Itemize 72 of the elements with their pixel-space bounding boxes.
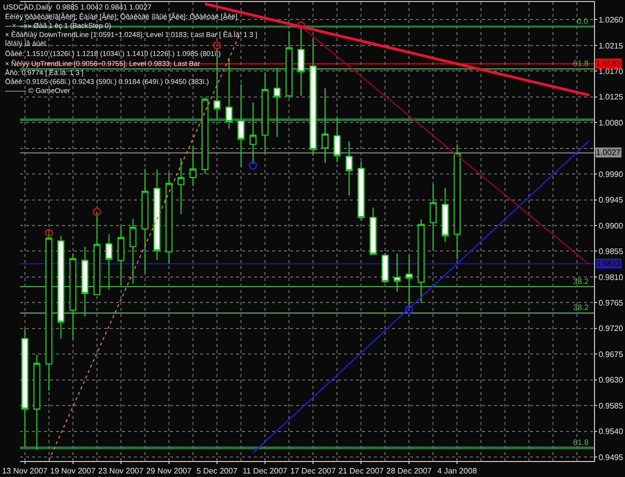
candlestick <box>430 183 437 251</box>
y-tick-label: 1.0080 <box>598 118 624 128</box>
annotation: 61.8 <box>573 438 590 447</box>
y-tick-label: 0.9720 <box>598 324 624 334</box>
x-tick-label: 21 Dec 2007 <box>338 466 384 476</box>
ref-line-label: 1.0027 <box>596 148 622 157</box>
y-tick-label: 1.0170 <box>598 66 624 76</box>
candlestick <box>262 72 268 154</box>
candlestick <box>382 252 388 284</box>
y-tick-label: 0.9675 <box>598 350 624 359</box>
x-tick-label: 4 Jan 2008 <box>437 466 478 476</box>
candlestick <box>69 253 76 340</box>
point <box>212 41 222 50</box>
y-tick-label: 0.9630 <box>598 376 624 385</box>
annotation: 38.2 <box>573 277 590 286</box>
candlestick <box>358 160 364 221</box>
candlestick <box>334 116 340 163</box>
candlestick <box>189 144 196 187</box>
candlestick <box>129 218 136 284</box>
candlestick <box>442 187 449 243</box>
y-tick-label: 0.9585 <box>598 401 624 410</box>
candlestick <box>117 226 124 286</box>
x-tick-label: 23 Nov 2007 <box>98 466 144 476</box>
point <box>296 21 306 30</box>
ref-line-label: 1.0183 <box>596 59 622 68</box>
candlestick <box>33 354 40 451</box>
candlestick <box>274 67 280 138</box>
candlestick <box>105 234 112 290</box>
x-tick-label: 19 Nov 2007 <box>50 466 96 476</box>
y-tick-label: 0.9810 <box>598 272 624 282</box>
candlestick <box>21 328 28 448</box>
candlestick <box>177 158 184 215</box>
x-tick-label: 5 Dec 2007 <box>196 466 238 476</box>
candlestick <box>322 88 328 164</box>
candlestick <box>370 207 376 256</box>
y-tick-label: 0.9540 <box>598 427 624 436</box>
x-tick-label: 28 Dec 2007 <box>386 466 432 476</box>
y-tick-label: 1.0125 <box>598 92 624 102</box>
candlestick <box>454 144 461 260</box>
y-tick-label: 0.9765 <box>598 298 624 308</box>
candlestick <box>310 38 316 156</box>
candlestick <box>81 246 88 317</box>
candlestick <box>346 140 352 196</box>
ref-line-label: 0.9833 <box>596 259 622 268</box>
candlestick <box>153 168 160 260</box>
candlestick <box>201 96 208 174</box>
y-tick-label: 0.9900 <box>598 221 624 230</box>
y-tick-label: 0.9990 <box>598 170 624 179</box>
candlestick <box>394 253 400 292</box>
candlestick <box>238 84 244 168</box>
candlestick <box>165 172 172 264</box>
point <box>248 161 258 170</box>
line-series <box>252 140 590 454</box>
y-tick-label: 0.9495 <box>598 452 624 462</box>
point <box>44 228 53 238</box>
candlestick <box>418 218 425 304</box>
y-tick-label: 1.0260 <box>598 16 624 25</box>
x-tick-label: 29 Nov 2007 <box>146 466 192 476</box>
candlestick <box>141 168 148 274</box>
y-tick-label: 0.9855 <box>598 247 624 256</box>
candlestick <box>226 58 232 129</box>
x-tick-label: 13 Nov 2007 <box>2 466 48 476</box>
annotation: 0.0 <box>577 17 589 26</box>
x-tick-label: 11 Dec 2007 <box>242 466 288 476</box>
candlestick <box>286 30 292 98</box>
y-tick-label: 1.0215 <box>598 41 624 50</box>
point <box>404 305 414 314</box>
x-tick-label: 17 Dec 2007 <box>290 466 336 476</box>
candlestick <box>57 235 64 340</box>
y-tick-label: 0.9945 <box>598 196 624 205</box>
annotation: 38.2 <box>573 303 590 312</box>
point <box>92 208 101 216</box>
